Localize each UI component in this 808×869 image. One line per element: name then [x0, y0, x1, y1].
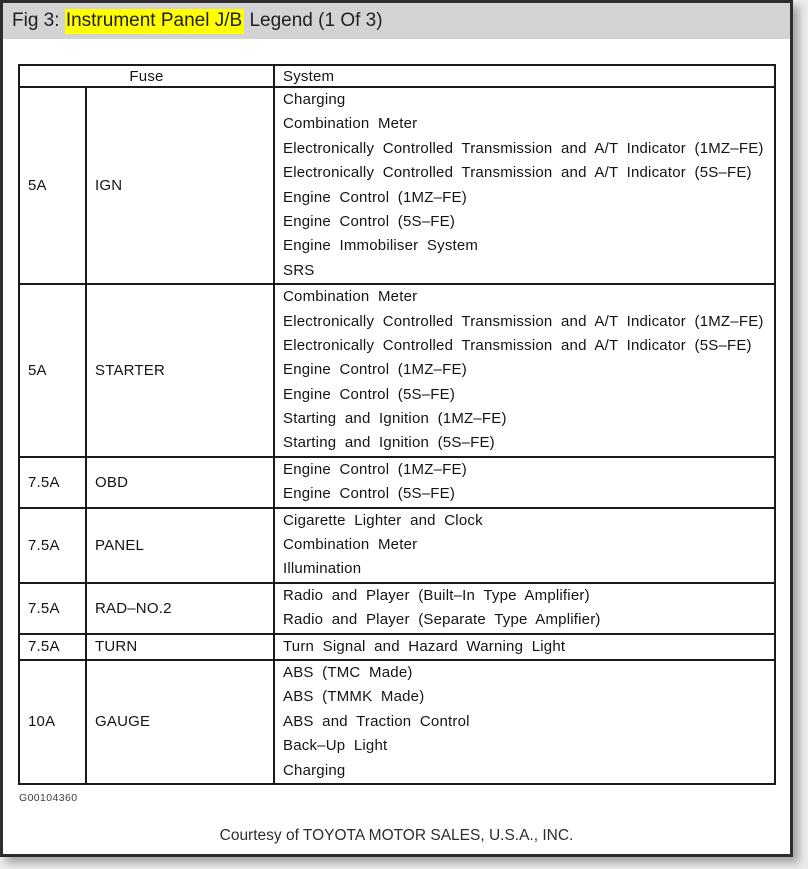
system-item: Back–Up Light [283, 737, 388, 755]
fuse-name: STARTER [85, 283, 275, 458]
system-item: Engine Control (1MZ–FE) [283, 188, 467, 206]
system-list: Charging Combination Meter Electronicall… [273, 85, 776, 286]
system-list: ABS (TMC Made) ABS (TMMK Made) ABS and T… [273, 658, 776, 785]
fuse-name: PANEL [85, 506, 275, 584]
system-item: Combination Meter [283, 288, 418, 306]
figure-title-suffix: Legend (1 Of 3) [244, 10, 383, 31]
system-item: Engine Control (5S–FE) [283, 385, 456, 403]
system-item: Electronically Controlled Transmission a… [283, 139, 764, 157]
system-item: Radio and Player (Separate Type Amplifie… [283, 611, 601, 629]
system-list: Engine Control (1MZ–FE) Engine Control (… [273, 455, 776, 509]
system-item: Starting and Ignition (5S–FE) [283, 434, 495, 452]
system-item: Electronically Controlled Transmission a… [283, 312, 764, 330]
system-item: Starting and Ignition (1MZ–FE) [283, 410, 507, 428]
table-row: 7.5A OBD Engine Control (1MZ–FE) Engine … [18, 455, 776, 509]
system-item: Charging [283, 761, 346, 779]
fuse-name: IGN [85, 85, 275, 286]
fuse-name: RAD–NO.2 [85, 581, 275, 635]
system-item: Illumination [283, 560, 362, 578]
courtesy-note: Courtesy of TOYOTA MOTOR SALES, U.S.A., … [219, 827, 574, 844]
fuse-amp: 10A [18, 658, 87, 785]
table-row: 5A IGN Charging Combination Meter Electr… [18, 85, 776, 286]
system-list: Radio and Player (Built–In Type Amplifie… [273, 581, 776, 635]
system-item: SRS [283, 261, 315, 279]
figure-title-prefix: Fig 3: [12, 10, 65, 31]
fuse-amp: 5A [18, 283, 87, 458]
fuse-name: TURN [85, 632, 275, 661]
system-item: ABS (TMMK Made) [283, 688, 425, 706]
system-item: Electronically Controlled Transmission a… [283, 164, 752, 182]
table-row: 7.5A PANEL Cigarette Lighter and Clock C… [18, 506, 776, 584]
system-item: ABS and Traction Control [283, 712, 470, 730]
table-header-row: Fuse System [18, 64, 776, 88]
system-item: Turn Signal and Hazard Warning Light [283, 637, 566, 655]
fuse-amp: 7.5A [18, 455, 87, 509]
system-item: Engine Control (5S–FE) [283, 485, 456, 503]
system-item: ABS (TMC Made) [283, 663, 413, 681]
system-list: Turn Signal and Hazard Warning Light [273, 632, 776, 661]
system-list: Combination Meter Electronically Control… [273, 283, 776, 458]
fuse-name: GAUGE [85, 658, 275, 785]
system-item: Radio and Player (Built–In Type Amplifie… [283, 586, 590, 604]
system-item: Engine Control (1MZ–FE) [283, 361, 467, 379]
column-header-system: System [273, 64, 776, 88]
fuse-amp: 7.5A [18, 506, 87, 584]
fuse-legend-table: Fuse System 5A IGN Charging Combination … [18, 64, 776, 785]
fuse-amp: 7.5A [18, 632, 87, 661]
system-item: Charging [283, 91, 346, 108]
system-item: Cigarette Lighter and Clock [283, 511, 483, 529]
figure-title-bar: Fig 3: Instrument Panel J/B Legend (1 Of… [3, 3, 790, 39]
figure-title-highlight: Instrument Panel J/B [64, 8, 245, 34]
system-item: Combination Meter [283, 536, 418, 554]
table-row: 10A GAUGE ABS (TMC Made) ABS (TMMK Made)… [18, 658, 776, 785]
fuse-amp: 5A [18, 85, 87, 286]
column-header-fuse: Fuse [18, 64, 275, 88]
system-item: Engine Control (1MZ–FE) [283, 460, 467, 478]
table-row: 7.5A TURN Turn Signal and Hazard Warning… [18, 632, 776, 661]
table-row: 5A STARTER Combination Meter Electronica… [18, 283, 776, 458]
fuse-name: OBD [85, 455, 275, 509]
system-item: Engine Control (5S–FE) [283, 212, 456, 230]
figure-code: G00104360 [19, 791, 78, 804]
system-item: Electronically Controlled Transmission a… [283, 336, 752, 354]
system-item: Combination Meter [283, 115, 418, 133]
table-row: 7.5A RAD–NO.2 Radio and Player (Built–In… [18, 581, 776, 635]
document-page: Fig 3: Instrument Panel J/B Legend (1 Of… [0, 0, 793, 857]
system-item: Engine Immobiliser System [283, 237, 479, 255]
system-list: Cigarette Lighter and Clock Combination … [273, 506, 776, 584]
fuse-amp: 7.5A [18, 581, 87, 635]
